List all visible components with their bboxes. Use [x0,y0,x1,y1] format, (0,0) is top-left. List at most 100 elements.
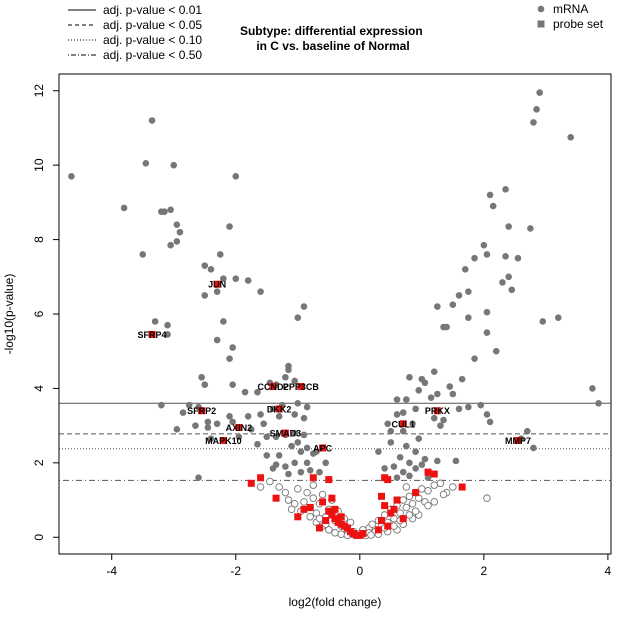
mrna-point [486,191,494,199]
mrna-point [241,388,249,396]
y-axis: 0 2 4 6 8 10 12 [32,84,60,541]
probe-point [281,429,289,437]
mrna-point [393,411,401,418]
probe-point [315,524,323,532]
probe-point [306,503,314,511]
probe-point [331,515,339,523]
gene-label: CCND2 [257,382,288,392]
mrna-point [589,385,596,392]
mrna-point [142,160,150,167]
mrna-point [201,381,209,388]
mrna-point [148,117,156,124]
mrna-point [430,481,438,489]
mrna-point [229,381,236,388]
mrna-point [527,225,534,232]
legend-probe-marker [537,20,545,28]
mrna-point [207,435,215,442]
mrna-point [226,223,233,230]
mrna-point [471,355,478,362]
legend-label-005: adj. p-value < 0.05 [103,18,202,32]
mrna-point [266,477,274,486]
mrna-point [384,420,392,428]
probe-points [148,280,522,539]
mrna-point [170,161,178,169]
probe-point [430,470,438,478]
mrna-point [458,375,466,383]
mrna-point [179,409,187,416]
mrna-point [318,490,327,499]
mrna-point [415,386,423,394]
probe-point [198,407,206,415]
x-tick-label: -2 [230,564,241,578]
mrna-point [421,455,429,463]
mrna-point [530,119,537,126]
mrna-point [449,390,457,398]
mrna-point [256,483,265,491]
gene-label: PPP3CB [283,382,320,392]
mrna-point [195,474,202,482]
gene-label: SFRP4 [138,330,167,340]
mrna-point [288,442,295,450]
gene-label: PRKX [425,406,450,416]
y-tick-label: 8 [32,236,46,243]
probe-point [331,505,339,513]
x-axis: -4 -2 0 2 4 [106,553,612,578]
mrna-point [244,413,252,420]
chart-title-line-2: in C vs. baseline of Normal [256,39,409,53]
mrna-point [434,303,441,310]
mrna-point [530,444,537,452]
gene-label: MAPK10 [205,436,242,446]
mrna-point [502,253,509,260]
probe-point [235,423,243,431]
probe-point [294,513,302,521]
mrna-point [173,238,181,245]
mrna-point [455,405,463,413]
mrna-point [263,452,271,459]
mrna-point [303,444,311,452]
mrna-point [291,429,298,437]
mrna-point [257,288,264,295]
probe-point [328,494,336,502]
mrna-point [285,362,292,370]
mrna-point [167,241,174,249]
probe-point [384,522,392,530]
plot-area [58,73,612,555]
mrna-point [452,457,460,465]
mrna-point [220,318,227,325]
mrna-point [405,492,414,501]
y-tick-label: 10 [32,158,46,172]
mrna-point [440,323,447,331]
mrna-point [461,266,469,273]
probe-point [384,476,392,484]
mrna-point [282,373,289,381]
legend-label-010: adj. p-value < 0.10 [103,33,202,47]
mrna-point [408,500,417,508]
mrna-point [303,488,311,497]
mrna-point [406,459,413,467]
mrna-point [158,208,165,215]
probe-point [328,511,336,519]
probe-point [359,530,367,538]
probe-point [387,509,395,517]
mrna-point [446,383,454,390]
mrna-point [284,496,293,504]
mrna-point [337,530,345,539]
mrna-point [381,465,388,472]
mrna-point [173,221,181,228]
mrna-point [412,465,419,472]
mrna-point [275,452,283,459]
mrna-point [554,314,562,322]
mrna-point [303,403,311,411]
probe-point [300,505,308,513]
probe-point [433,407,441,415]
mrna-point [427,394,435,402]
gene-label: CUL1 [391,419,415,429]
mrna-point [291,377,298,385]
mrna-point [303,459,311,467]
x-tick-label: 0 [356,564,363,578]
mrna-point [164,321,171,329]
mrna-point [508,286,516,294]
mrna-point [192,422,199,429]
mrna-point [415,435,423,442]
mrna-point [483,411,491,418]
